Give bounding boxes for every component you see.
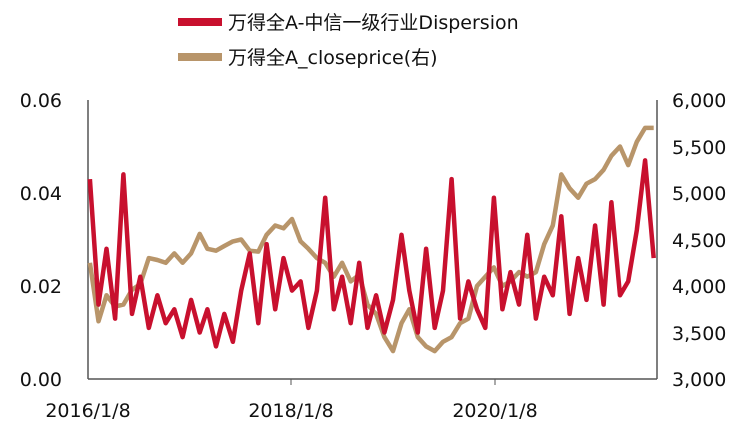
y-left-tick-label: 0.02 — [20, 276, 62, 298]
y-right-tick-label: 4,000 — [672, 276, 726, 298]
y-right-tick-label: 4,500 — [672, 230, 726, 252]
plot-area — [87, 125, 656, 354]
series-line-dispersion — [87, 158, 656, 349]
y-axis-right: 3,000 3,500 4,000 4,500 5,000 5,500 6,00… — [656, 90, 726, 391]
y-axis-left: 0.00 0.02 0.04 0.06 — [20, 90, 89, 391]
x-tick-label: 2018/1/8 — [248, 400, 333, 422]
y-left-tick-label: 0.06 — [20, 90, 62, 112]
y-right-tick-label: 5,500 — [672, 137, 726, 159]
x-tick-label: 2020/1/8 — [452, 400, 537, 422]
legend-label-dispersion: 万得全A-中信一级行业Dispersion — [228, 12, 519, 34]
legend: 万得全A-中信一级行业Dispersion 万得全A_closeprice(右) — [178, 12, 519, 69]
y-right-tick-label: 5,000 — [672, 183, 726, 205]
y-left-tick-label: 0.00 — [20, 369, 62, 391]
x-axis: 2016/1/8 2018/1/8 2020/1/8 — [45, 378, 657, 422]
legend-label-closeprice: 万得全A_closeprice(右) — [228, 47, 438, 69]
y-left-tick-label: 0.04 — [20, 183, 62, 205]
y-right-tick-label: 3,000 — [672, 369, 726, 391]
y-right-tick-label: 6,000 — [672, 90, 726, 112]
x-tick-label: 2016/1/8 — [45, 400, 130, 422]
y-right-tick-label: 3,500 — [672, 323, 726, 345]
